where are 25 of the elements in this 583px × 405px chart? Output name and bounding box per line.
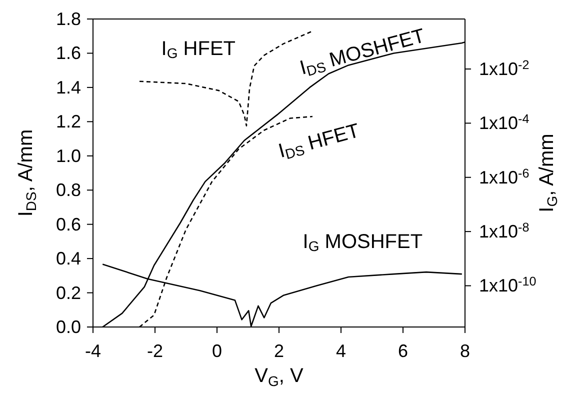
y-tick-label: 0.8 — [56, 180, 81, 200]
x-tick-label: -4 — [84, 341, 102, 361]
y-tick-label: 1.8 — [56, 9, 81, 29]
y-tick-label: 1.4 — [56, 77, 81, 98]
y2-tick-label: 1x10$^{-6}$ — [479, 166, 530, 188]
y-tick-label: 0.2 — [56, 282, 81, 303]
x-axis-title: V$_{G}$, V — [254, 365, 304, 390]
series-label: I$_{G}$ MOSHFET — [302, 231, 423, 254]
y2-tick-label: 1x10$^{-10}$ — [479, 274, 536, 296]
y2-tick-label: 1x10$^{-8}$ — [479, 220, 530, 242]
x-tick-label: -2 — [146, 341, 164, 361]
y-tick-label: 0.6 — [56, 214, 81, 234]
y-tick-label: 1.2 — [56, 112, 81, 132]
y-tick-label: 0.4 — [56, 248, 81, 269]
y2-tick-label: 1x10$^{-4}$ — [479, 112, 530, 134]
x-tick-label: 6 — [398, 341, 408, 361]
x-tick-label: 2 — [274, 341, 284, 361]
y-tick-label: 1.0 — [56, 146, 81, 166]
y-tick-label: 1.6 — [56, 43, 81, 64]
x-tick-label: 0 — [212, 341, 222, 361]
series-label: I$_{G}$ HFET — [161, 38, 236, 61]
y-tick-label: 0.0 — [56, 317, 81, 337]
y2-tick-label: 1x10$^{-2}$ — [479, 58, 530, 79]
x-tick-label: 8 — [460, 341, 470, 361]
x-tick-label: 4 — [336, 341, 346, 361]
